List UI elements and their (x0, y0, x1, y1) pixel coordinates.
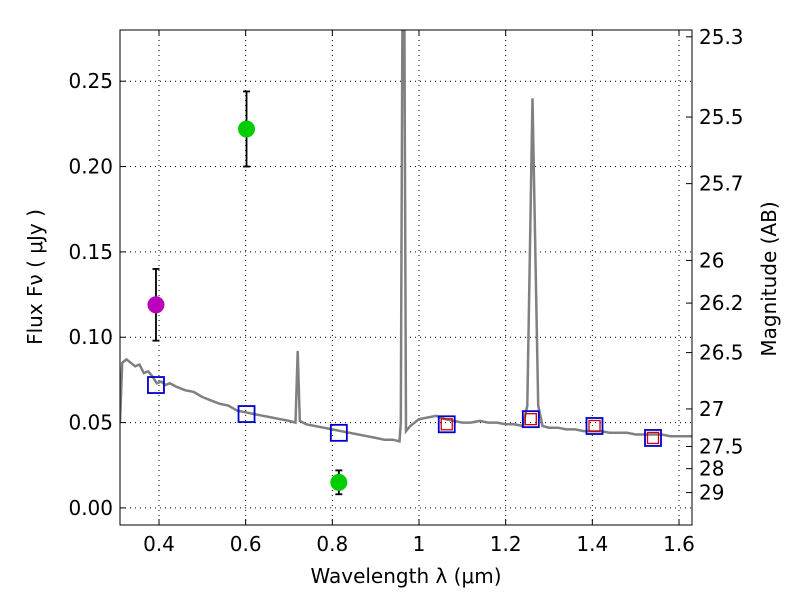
y-tick-label: 0.25 (68, 69, 113, 93)
model-photometry-square (237, 405, 256, 423)
model-photometry-square (644, 429, 662, 447)
marker-layer (147, 90, 662, 496)
y2-tick-label: 28 (699, 457, 724, 481)
model-photometry-inner-square (646, 431, 660, 445)
x-tick-label: 0.8 (316, 532, 348, 556)
y-tick-label: 0.20 (68, 155, 113, 179)
observed-flux-point (330, 473, 348, 491)
y2-tick-label: 26 (699, 248, 724, 272)
x-tick-label: 1.2 (490, 532, 522, 556)
y2-tick-label: 29 (699, 481, 724, 505)
y2-tick-label: 25.3 (699, 25, 744, 49)
x-tick-label: 0.4 (143, 532, 175, 556)
x-tick-label: 1.6 (663, 532, 695, 556)
x-tick-label: 1.4 (576, 532, 608, 556)
model-photometry-square (437, 415, 456, 434)
tick-layer: 0.4 0.6 0.8 1 1.2 1.4 1.6 0.00 0.05 0.10 0.15 0.20 0… (68, 25, 743, 556)
model-photometry-square (521, 410, 540, 429)
y2-tick-label: 25.5 (699, 105, 744, 129)
y-tick-label: 0.00 (68, 496, 113, 520)
y2-tick-label: 25.7 (699, 172, 744, 196)
y-tick-label: 0.05 (68, 411, 113, 435)
model-photometry-square (585, 417, 604, 435)
y2-tick-label: 27.5 (699, 434, 744, 458)
y2-tick-label: 26.2 (699, 291, 744, 315)
x-axis-label: Wavelength λ (μm) (310, 564, 501, 588)
observed-flux-point (147, 296, 165, 314)
plot-frame (119, 29, 693, 526)
model-photometry-inner-square (440, 418, 453, 431)
y-tick-label: 0.15 (68, 240, 113, 264)
y2-axis-label: Magnitude (AB) (757, 201, 781, 356)
model-photometry-square (147, 376, 165, 394)
x-tick-label: 1 (413, 532, 426, 556)
model-photometry-inner-square (524, 413, 537, 426)
sed-model-line (120, 30, 692, 443)
observed-flux-point (238, 120, 256, 138)
model-photometry-inner-square (588, 419, 601, 433)
y2-tick-label: 27 (699, 397, 724, 421)
model-photometry-square (329, 423, 348, 442)
series-layer (120, 30, 692, 443)
y2-tick-label: 26.5 (699, 341, 744, 365)
y-tick-label: 0.10 (68, 325, 113, 349)
x-tick-label: 0.6 (230, 532, 262, 556)
y-axis-label: Flux Fν ( μJy ) (23, 209, 47, 345)
